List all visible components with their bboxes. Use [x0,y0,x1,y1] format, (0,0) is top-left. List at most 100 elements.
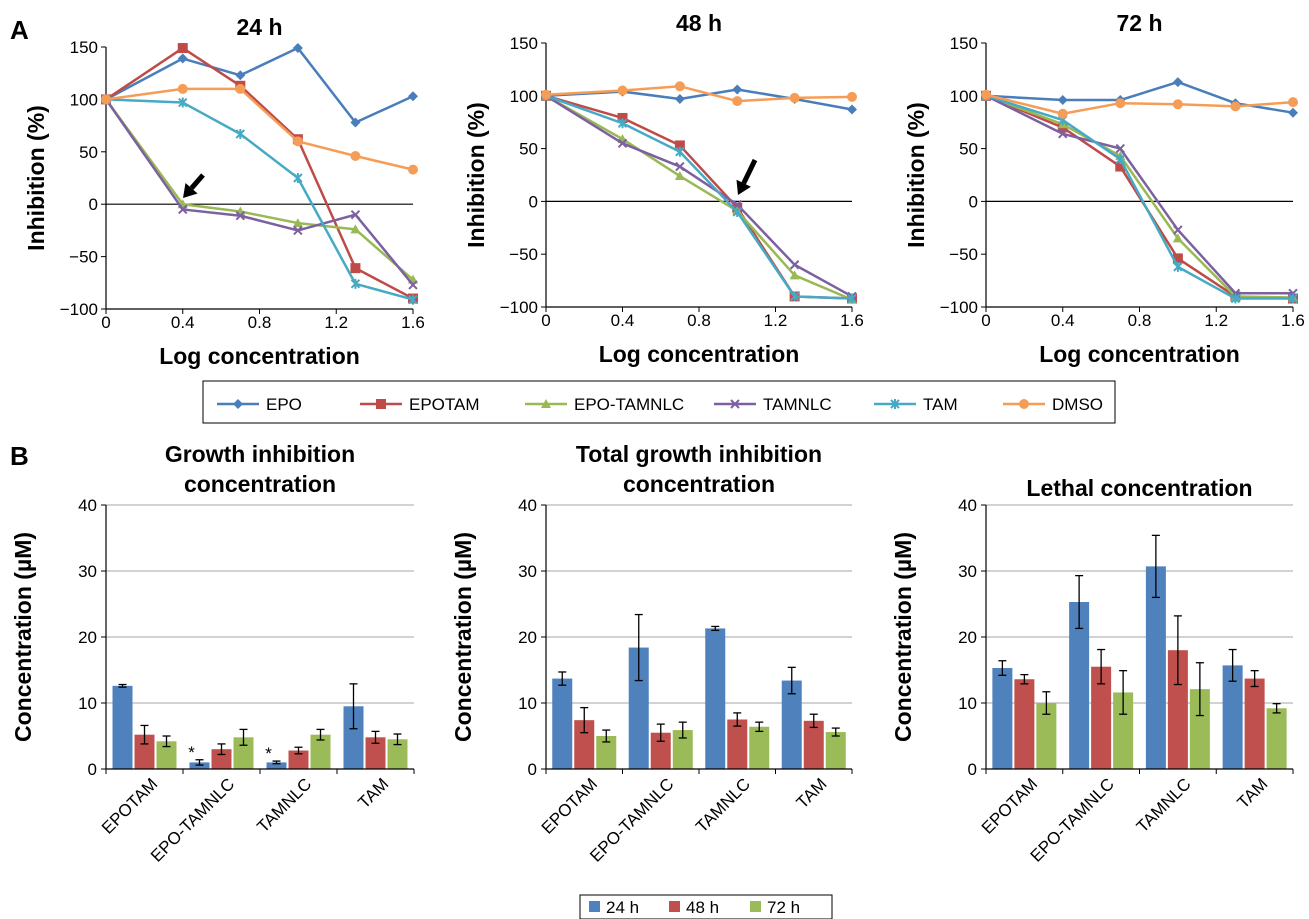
category-label: EPOTAM [978,774,1041,837]
y-tick-label: 20 [518,628,537,647]
x-tick-label: 0 [981,311,990,330]
bar-legend-entry-24h: 24 h [589,898,639,917]
legend-label: 24 h [606,898,639,917]
data-point [732,84,743,95]
data-point [350,263,361,274]
data-point [541,89,551,100]
data-point [789,260,800,270]
chart-title-line: concentration [623,471,775,497]
data-point [178,204,188,215]
data-point [847,91,857,102]
data-point [617,118,628,129]
y-tick-label: 100 [510,87,538,106]
data-point [178,97,188,108]
bar-48h [211,749,232,769]
bar-48h [803,720,824,769]
data-point [1172,233,1183,243]
legend-entry-epotam: EPOTAM [360,395,480,414]
data-point [1115,161,1126,172]
data-point [675,161,685,172]
data-point [674,93,685,104]
legend-entry-dmso: DMSO [1003,395,1103,414]
series-line [545,94,853,301]
y-tick-label: 0 [528,760,537,779]
bar-legend: 24 h 48 h 72 h [579,894,833,919]
legend-entry-tam: TAM [874,395,958,414]
bar-legend-entry-48h: 48 h [669,898,719,917]
y-tick-label: −100 [60,300,98,319]
category-label: TAMNLC [1133,774,1195,836]
chart-title-line: Lethal concentration [1026,475,1252,501]
y-tick-label: 50 [959,140,978,159]
bar-chart-2: Lethal concentration 0 10 20 30 40 Concentrati… [890,475,1294,866]
line-legend-box [202,380,1116,424]
legend-label: DMSO [1052,395,1103,414]
chart-title-line: Total growth inhibition [576,441,822,467]
legend-marker [376,399,386,409]
x-tick-label: 0.4 [611,311,635,330]
data-point [617,138,628,149]
annotation-arrow-head [183,182,198,198]
data-point [732,206,742,217]
data-point [1172,77,1183,88]
bar-72h [310,734,331,769]
data-point [981,89,991,100]
data-point [293,173,303,183]
data-point [617,112,628,123]
data-point [847,104,857,115]
bar-48h [288,750,309,769]
data-point [235,83,246,94]
data-point [1057,95,1068,106]
data-point [235,211,246,221]
x-tick-label: 1.2 [324,313,348,332]
bar-legend-box [579,894,833,919]
legend-label: TAMNLC [763,395,832,414]
series-line [545,94,853,298]
legend-label: 48 h [686,898,719,917]
legend-label: EPOTAM [409,395,480,414]
line-chart-0: 24 h −100 −50 0 50 100 150 0 0.4 0.8 1.2 1.6 Log con… [23,14,425,369]
legend-marker [1019,399,1029,409]
chart-title-line: Growth inhibition [165,441,355,467]
data-point [350,117,361,128]
y-tick-label: −50 [949,245,978,264]
y-tick-label: −100 [500,298,538,317]
y-axis-title: Inhibition (%) [903,102,929,248]
data-point [235,128,246,139]
series-line [104,98,414,286]
y-tick-label: 150 [950,34,978,53]
x-axis-title: Log concentration [599,341,800,367]
series-tamnlc [541,91,857,302]
series-line [545,94,853,300]
series-line [105,46,414,300]
category-label: TAM [793,774,831,812]
bar-72h [596,736,617,769]
data-point [1173,261,1183,272]
y-tick-label: 50 [79,143,98,162]
bar-24h [705,628,726,769]
data-point [1057,108,1068,119]
x-tick-label: 0 [541,311,550,330]
bar-24h [781,680,802,769]
bar-48h [1091,666,1112,769]
y-axis-title: Concentration (µM) [890,532,916,742]
data-point [292,43,303,54]
legend-label: TAM [923,395,958,414]
data-point [408,280,418,290]
line-chart-1: 48 h −100 −50 0 50 100 150 0 0.4 0.8 1.2 1.6 Log con… [463,10,864,367]
bar-24h [266,762,287,769]
legend-label: 72 h [767,898,800,917]
series-tam [101,94,418,305]
data-point [1115,98,1126,109]
y-tick-label: 100 [950,87,978,106]
bar-48h [727,719,748,769]
y-tick-label: 100 [70,90,98,109]
y-axis-title: Concentration (µM) [450,532,476,742]
y-tick-label: 0 [968,760,977,779]
bar-24h [189,762,210,769]
data-point [847,293,857,304]
bar-24h [992,668,1013,769]
legend-swatch [669,901,680,912]
